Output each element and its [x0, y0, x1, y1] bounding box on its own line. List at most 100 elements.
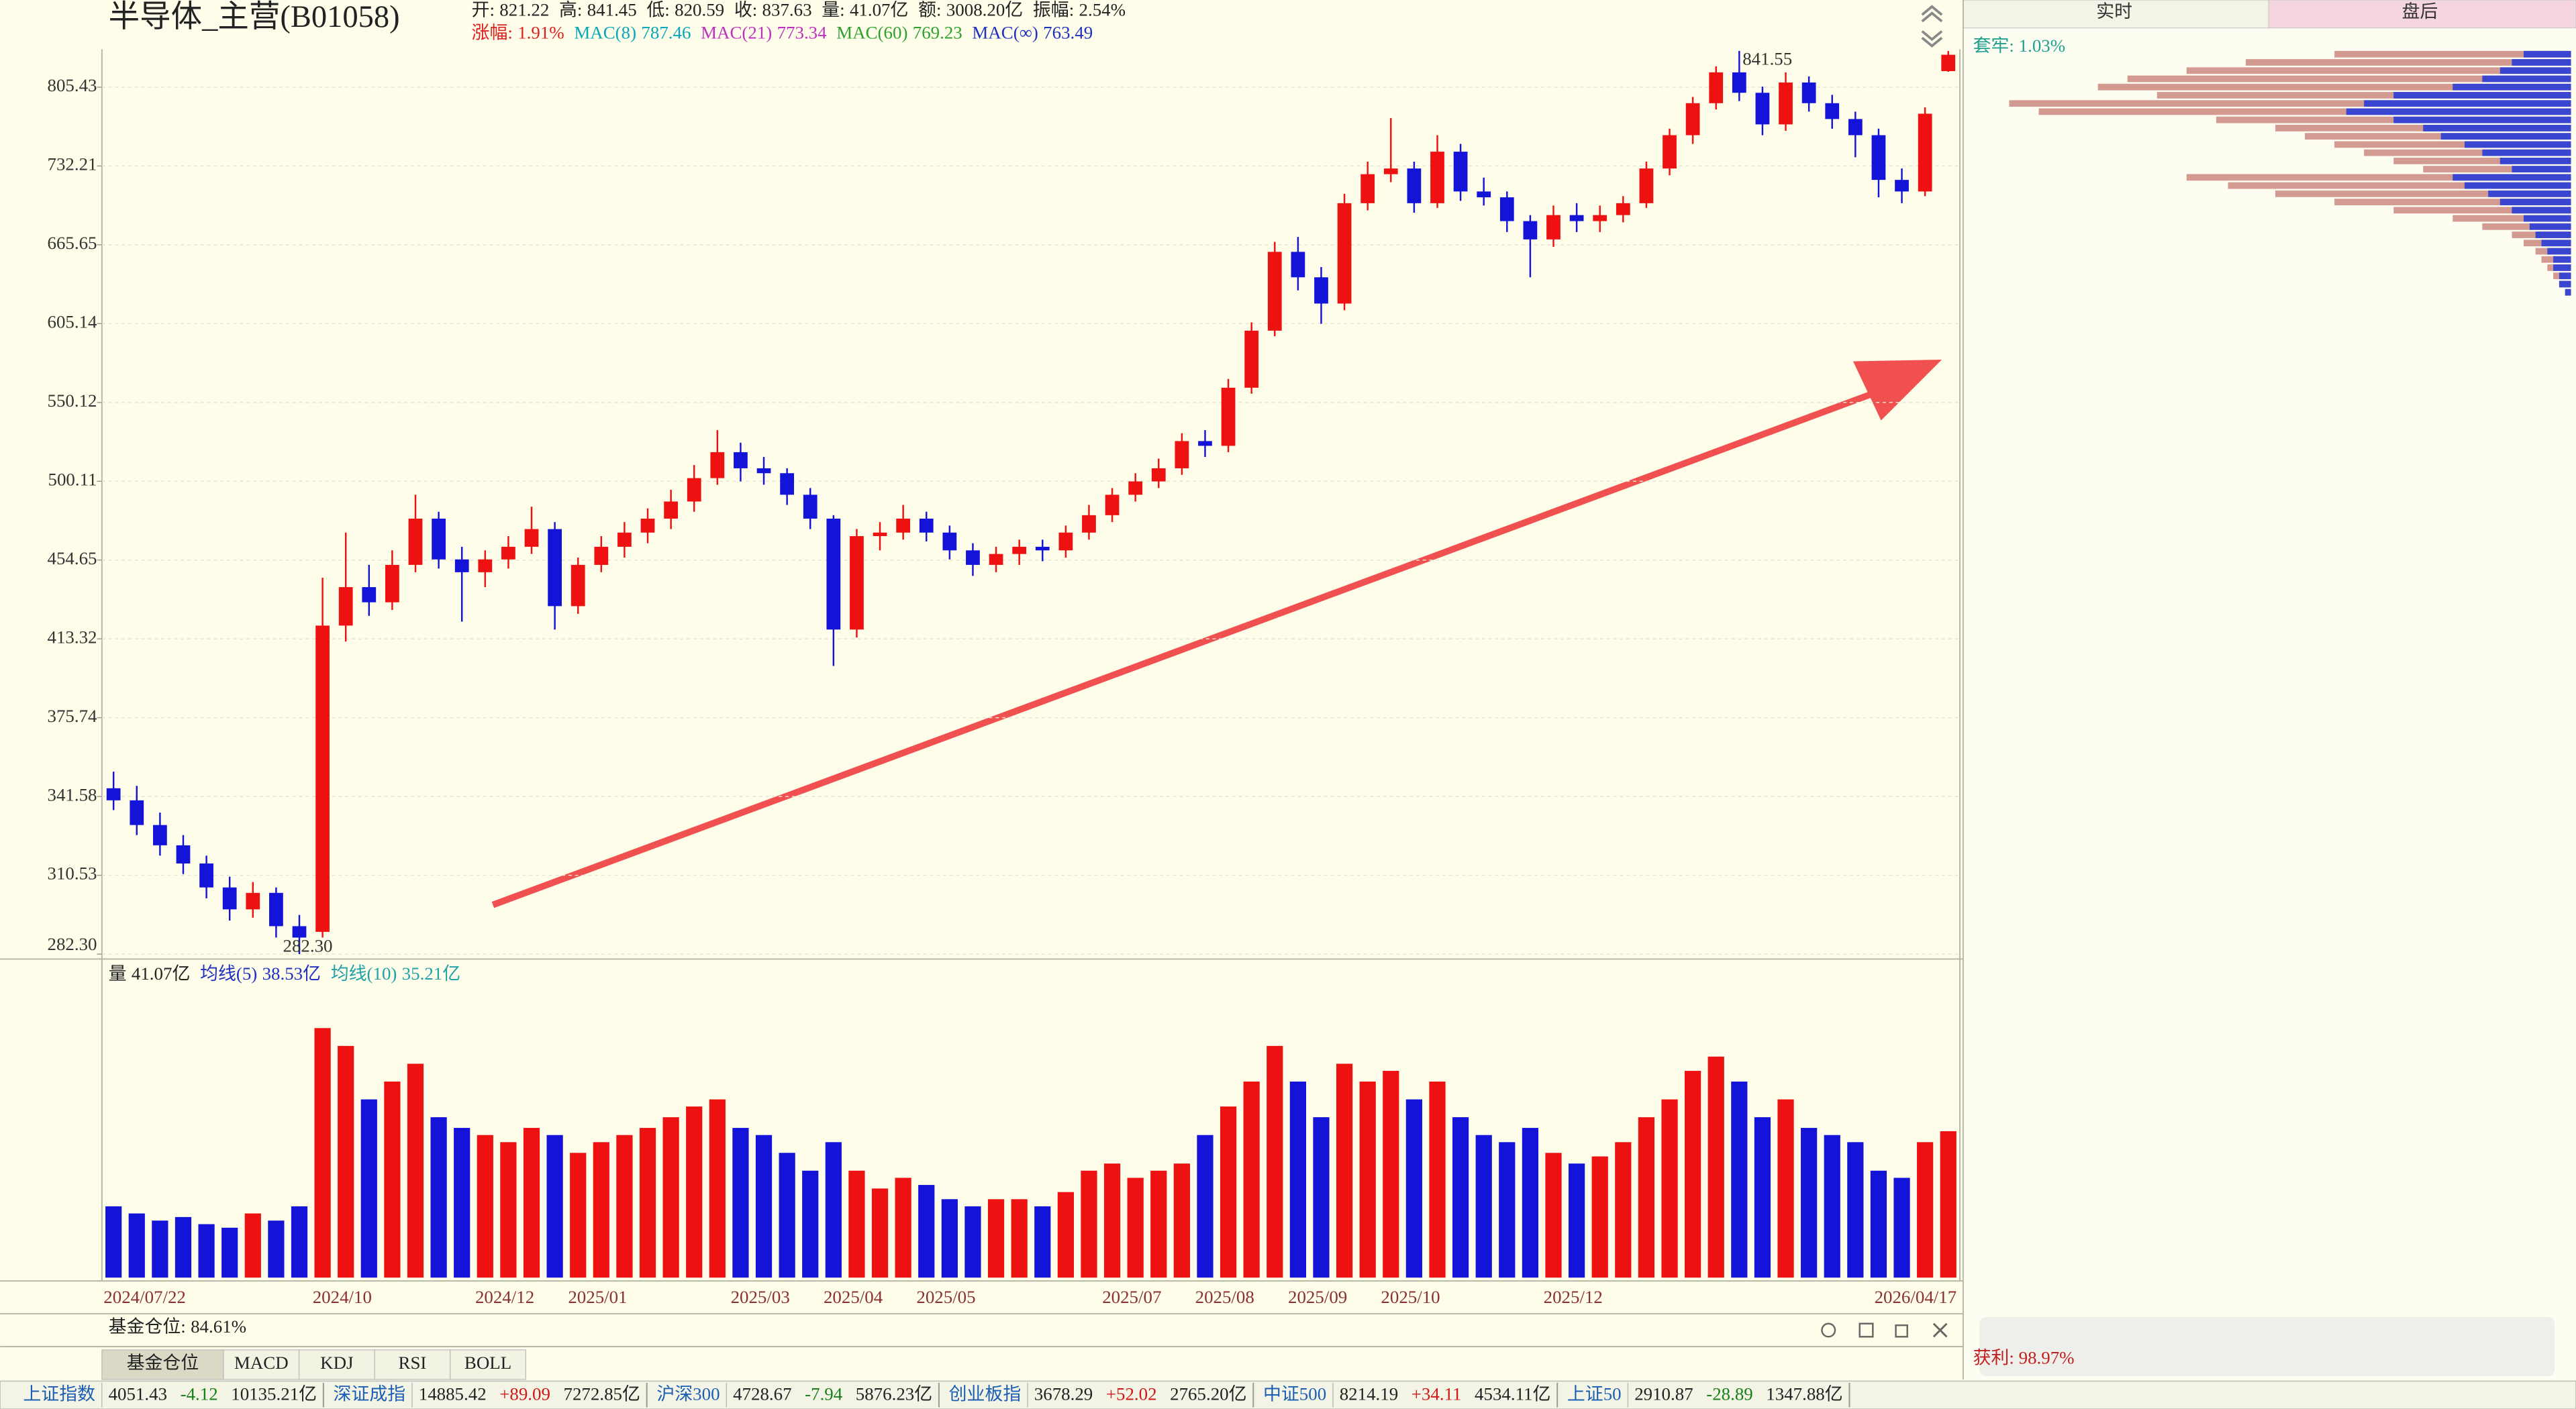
volume-bar: [1591, 1156, 1608, 1278]
volume-bar: [1499, 1142, 1516, 1278]
candle-body: [1198, 441, 1212, 446]
volume-bar: [338, 1045, 354, 1278]
restore-icon[interactable]: [1895, 1324, 1908, 1338]
volume-bar: [500, 1142, 517, 1278]
candle-body: [1499, 197, 1514, 221]
candle-body: [1663, 135, 1677, 169]
tab[interactable]: [450, 1349, 526, 1380]
header-value: 773.34: [777, 23, 828, 43]
candle-body: [106, 788, 121, 800]
candle-body: [1546, 215, 1561, 240]
candle-body: [942, 532, 957, 551]
profile-bar: [2305, 133, 2571, 140]
close-icon[interactable]: [1932, 1322, 1948, 1338]
header-value: 2.54%: [1079, 0, 1126, 19]
header-label: MAC(60): [836, 23, 907, 43]
candle-body: [966, 550, 980, 565]
x-tick-label: 2025/01: [568, 1287, 627, 1307]
candle-body: [130, 800, 144, 825]
volume-bar: [477, 1135, 493, 1278]
header-label: 量:: [822, 0, 844, 19]
volume-bar: [1081, 1170, 1097, 1278]
volume-bar: [430, 1117, 447, 1278]
profile-bar: [2364, 100, 2571, 107]
volume-bar: [1870, 1170, 1887, 1278]
candle-body: [408, 518, 423, 565]
candle-body: [1244, 330, 1259, 388]
profile-bar: [2157, 92, 2571, 99]
collapse-icon[interactable]: [1921, 5, 1943, 16]
tab[interactable]: [101, 1349, 224, 1380]
candle-body: [1105, 494, 1120, 515]
candle-body: [454, 559, 469, 572]
x-tick-label: 2025/12: [1544, 1287, 1603, 1307]
profile-bar: [2334, 141, 2571, 148]
candle-body: [571, 564, 585, 607]
candle-body: [1453, 152, 1468, 192]
profile-bar: [2275, 190, 2571, 197]
volume-bar: [1917, 1142, 1934, 1278]
y-tick-label: 805.43: [48, 75, 97, 95]
volume-bar: [616, 1135, 633, 1278]
min-label: 282.30: [283, 935, 333, 955]
expand-icon[interactable]: [1921, 30, 1943, 42]
volume-bar: [1707, 1056, 1724, 1278]
header-label: 高:: [559, 0, 582, 19]
header-label: MAC(∞): [972, 23, 1038, 43]
candle-body: [1151, 468, 1166, 482]
y-tick-label: 375.74: [48, 706, 98, 726]
candle-body: [1360, 174, 1375, 203]
header-value: 41.07亿: [850, 0, 908, 19]
candle-body: [1407, 168, 1422, 203]
candle-body: [594, 546, 609, 565]
candle-body: [176, 845, 191, 864]
tab[interactable]: [298, 1349, 375, 1380]
side-tab: 盘后: [2401, 1, 2438, 21]
maximize-icon[interactable]: [1859, 1322, 1874, 1338]
y-tick-label: 454.65: [48, 548, 97, 568]
header-value: 3008.20亿: [946, 0, 1023, 19]
volume-bar: [1615, 1142, 1632, 1278]
volume-bar: [1173, 1163, 1190, 1278]
y-tick-label: 550.12: [48, 390, 97, 411]
header-label: 额:: [918, 0, 941, 19]
side-tab-bg[interactable]: [1963, 0, 2269, 29]
collapse-icon[interactable]: [1921, 11, 1943, 23]
volume-bar: [987, 1199, 1005, 1278]
expand-icon[interactable]: [1921, 36, 1943, 48]
header-value: 820.59: [675, 0, 724, 19]
candle-body: [989, 554, 1003, 565]
volume-bar: [1638, 1117, 1655, 1278]
profile-bar: [2464, 182, 2571, 189]
scroll-widget[interactable]: [1979, 1316, 2555, 1377]
candle-body: [1895, 180, 1909, 192]
ticker-change: +52.02: [1106, 1384, 1157, 1404]
volume-bar: [152, 1220, 168, 1278]
y-tick-label: 500.11: [48, 469, 97, 489]
volume-bar: [1569, 1163, 1585, 1278]
volume-bar: [314, 1028, 331, 1278]
volume-bar: [593, 1142, 609, 1278]
profile-bar: [2393, 116, 2571, 123]
candle-body: [896, 518, 911, 533]
volume-bar: [1011, 1199, 1028, 1278]
ticker-price: 2910.87: [1634, 1384, 1693, 1404]
candle-body: [734, 452, 748, 468]
header-label: 低:: [646, 0, 669, 19]
help-icon[interactable]: [1821, 1322, 1836, 1338]
candle-body: [1175, 441, 1189, 468]
candle-body: [1593, 215, 1607, 221]
volume-bar: [639, 1128, 656, 1278]
header-value: 837.63: [762, 0, 812, 19]
profile-bar: [2453, 215, 2571, 222]
profit-ratio: 获利: 98.97%: [1973, 1348, 2075, 1368]
volume-bar: [1685, 1071, 1701, 1278]
ticker-amount: 2765.20亿: [1170, 1384, 1246, 1404]
volume-bar: [941, 1199, 958, 1278]
volume-bar: [105, 1206, 122, 1278]
tab[interactable]: [374, 1349, 451, 1380]
ticker-price: 4728.67: [733, 1384, 791, 1404]
volume-bar: [1661, 1099, 1678, 1278]
volume-bar: [732, 1128, 749, 1278]
